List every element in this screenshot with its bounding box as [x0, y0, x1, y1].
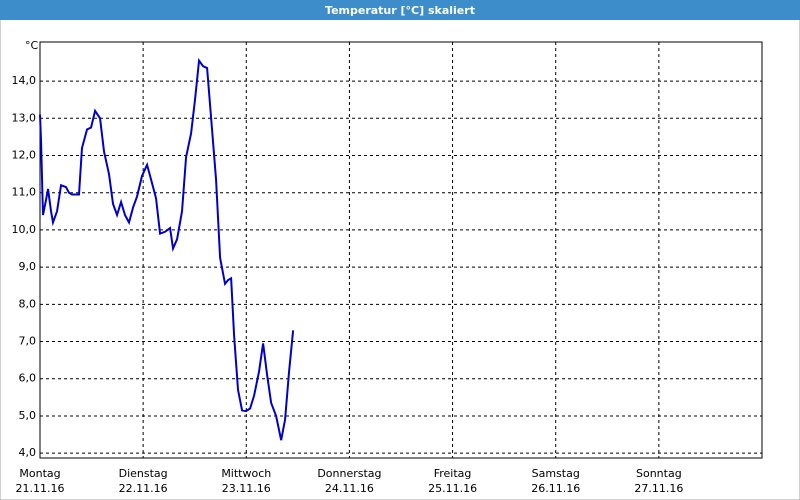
y-tick-label: 6,0 [19, 372, 37, 385]
x-tick-label: Dienstag [119, 467, 168, 480]
x-tick-date: 25.11.16 [428, 482, 477, 495]
y-tick-label: 12,0 [12, 148, 37, 161]
x-tick-label: Mittwoch [221, 467, 271, 480]
y-tick-label: 4,0 [19, 446, 37, 459]
x-tick-date: 23.11.16 [222, 482, 271, 495]
y-tick-label: 13,0 [12, 111, 37, 124]
x-tick-label: Sonntag [636, 467, 682, 480]
x-tick-label: Samstag [532, 467, 580, 480]
x-tick-date: 27.11.16 [634, 482, 683, 495]
x-tick-date: 24.11.16 [325, 482, 374, 495]
title-bar [0, 0, 800, 20]
y-tick-label: 5,0 [19, 409, 37, 422]
x-tick-date: 26.11.16 [531, 482, 580, 495]
y-unit: °C [25, 39, 39, 52]
y-tick-label: 11,0 [12, 186, 37, 199]
x-tick-label: Montag [19, 467, 60, 480]
y-tick-label: 10,0 [12, 223, 37, 236]
chart-title: Temperatur [°C] skaliert [325, 4, 475, 17]
plot-area [39, 41, 763, 459]
x-tick-label: Freitag [434, 467, 472, 480]
y-tick-label: 14,0 [12, 74, 37, 87]
x-tick-date: 22.11.16 [119, 482, 168, 495]
temperature-line [39, 57, 295, 441]
x-tick-date: 21.11.16 [16, 482, 65, 495]
y-tick-label: 8,0 [19, 297, 37, 310]
x-tick-label: Donnerstag [317, 467, 381, 480]
y-tick-label: 7,0 [19, 335, 37, 348]
y-tick-label: 9,0 [19, 260, 37, 273]
